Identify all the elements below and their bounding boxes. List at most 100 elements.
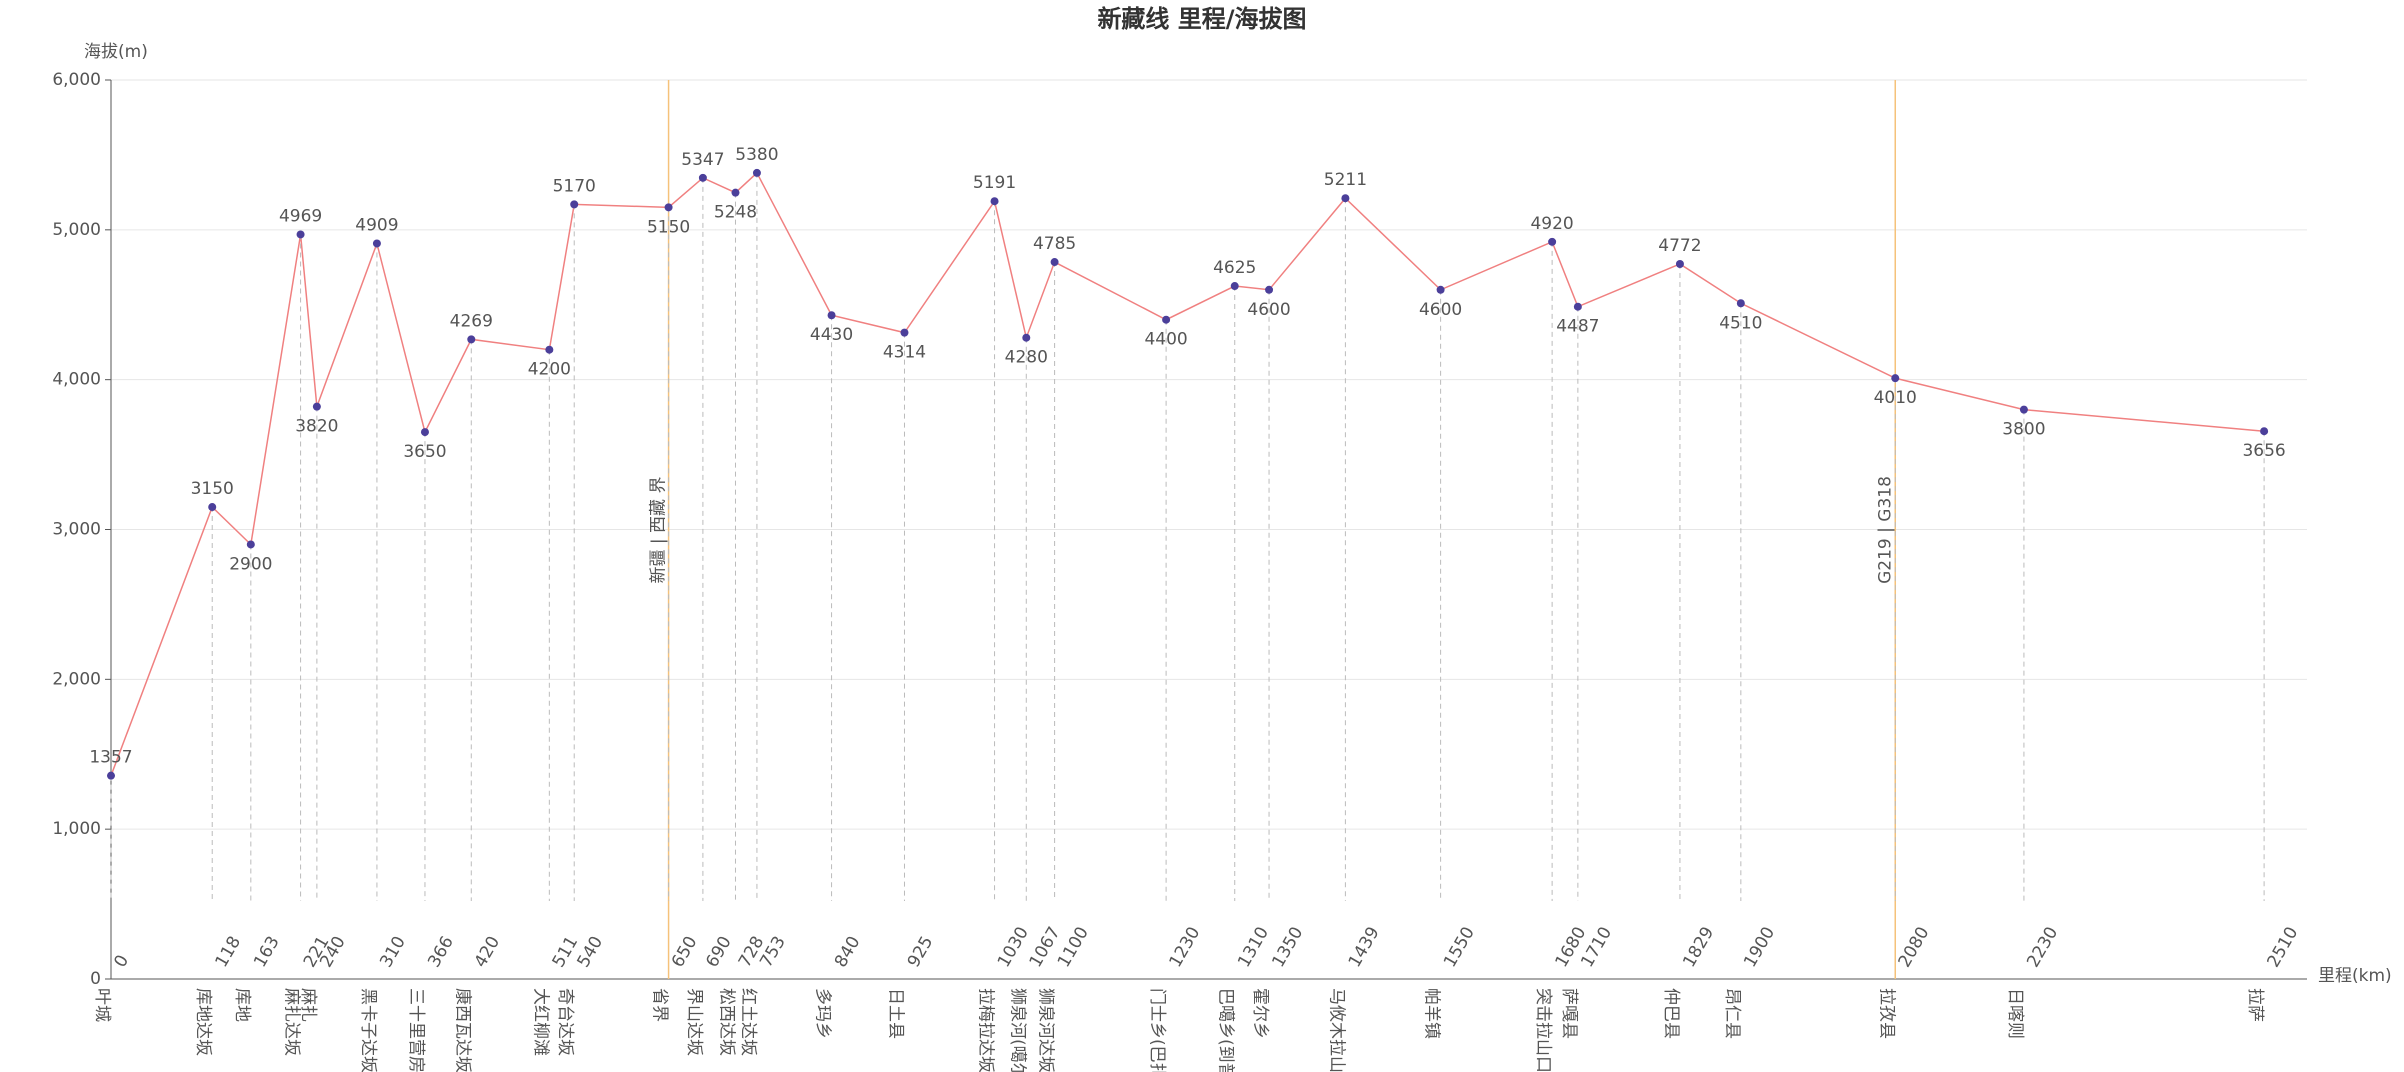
place-label: 拉孜县 <box>1876 988 1896 1039</box>
value-label: 4269 <box>450 311 493 331</box>
value-label: 4487 <box>1556 317 1599 337</box>
point <box>372 239 381 248</box>
point <box>731 188 740 197</box>
place-label: 日喀则 <box>2005 988 2025 1039</box>
point <box>664 203 673 212</box>
y-tick-label: 1,000 <box>52 819 101 839</box>
mileage-label: 1350 <box>1268 924 1307 971</box>
mileage-label: 1550 <box>1440 924 1479 971</box>
mileage-label: 2080 <box>1895 924 1934 971</box>
place-label: 拉萨 <box>2245 988 2265 1022</box>
point <box>827 311 836 320</box>
point <box>900 328 909 337</box>
place-label: 界山达坂 <box>684 988 704 1056</box>
place-label: 省界 <box>650 988 670 1022</box>
mileage-label: 310 <box>376 933 410 971</box>
place-label: 昂仁县 <box>1722 988 1742 1039</box>
mileage-label: 420 <box>471 933 505 971</box>
point <box>1230 282 1239 291</box>
point <box>246 540 255 549</box>
place-label: 狮泉河(噶尔) <box>1007 988 1027 1072</box>
place-label: 门士乡(巴扎达) <box>1147 988 1167 1072</box>
value-label: 4772 <box>1658 236 1701 256</box>
y-tick-label: 2,000 <box>52 669 101 689</box>
value-label: 4785 <box>1033 234 1076 254</box>
place-label: 霍尔乡 <box>1250 988 1270 1039</box>
y-axis-title: 海拔(m) <box>84 42 148 62</box>
value-label: 4430 <box>810 325 853 345</box>
value-label: 4920 <box>1530 214 1573 234</box>
point <box>545 345 554 354</box>
point <box>2260 427 2269 436</box>
mileage-label: 1030 <box>994 924 1033 971</box>
point <box>2019 405 2028 414</box>
value-label: 4625 <box>1213 258 1256 278</box>
mileage-label: 925 <box>904 933 938 971</box>
point <box>107 771 115 780</box>
point <box>296 230 305 239</box>
place-label: 日土县 <box>885 988 905 1039</box>
value-label: 4200 <box>528 360 571 380</box>
place-label: 仲巴县 <box>1661 988 1681 1039</box>
point <box>1891 374 1900 383</box>
mileage-label: 2510 <box>2263 924 2302 971</box>
value-label: 3650 <box>403 442 446 462</box>
place-label: 库地 <box>232 988 252 1022</box>
point <box>312 402 321 411</box>
place-label: 叶城 <box>92 988 112 1022</box>
mileage-label: 2230 <box>2023 924 2062 971</box>
point <box>208 503 217 512</box>
place-label: 红土达坂 <box>738 988 758 1056</box>
mileage-label: 690 <box>702 933 736 971</box>
mileage-label: 163 <box>250 933 284 971</box>
place-label: 奇台达坂 <box>555 988 575 1056</box>
y-tick-label: 3,000 <box>52 520 101 540</box>
place-label: 多玛乡 <box>813 988 833 1039</box>
place-label: 狮泉河达坂 <box>1036 988 1056 1072</box>
mileage-label: 1900 <box>1740 924 1779 971</box>
mileage-label: 1310 <box>1234 924 1273 971</box>
place-label: 帕羊镇 <box>1422 988 1442 1039</box>
mileage-label: 650 <box>668 933 702 971</box>
value-label: 2900 <box>229 554 272 574</box>
point <box>467 335 476 344</box>
place-label: 麻扎 <box>298 988 318 1022</box>
value-label: 3656 <box>2242 441 2285 461</box>
place-label: 马攸木拉山 <box>1326 988 1346 1072</box>
place-label: 松西达坂 <box>716 988 736 1056</box>
value-label: 3820 <box>295 417 338 437</box>
value-label: 4510 <box>1719 313 1762 333</box>
place-label: 萨嘎县 <box>1559 988 1579 1039</box>
point <box>1341 194 1350 203</box>
value-label: 4969 <box>279 206 322 226</box>
place-label: 康西瓦达坂 <box>452 988 472 1072</box>
y-tick-label: 5,000 <box>52 220 101 240</box>
mileage-label: 1439 <box>1345 924 1384 971</box>
mileage-label: 1829 <box>1679 924 1718 971</box>
point <box>1050 258 1059 267</box>
point <box>1265 285 1274 294</box>
value-label: 5211 <box>1324 170 1367 190</box>
point <box>1548 237 1557 246</box>
mileage-label: 118 <box>212 933 246 971</box>
point <box>698 173 707 182</box>
value-label: 3800 <box>2002 420 2045 440</box>
place-label: 突击拉山口 <box>1533 988 1553 1072</box>
point <box>1436 285 1445 294</box>
value-label: 4010 <box>1874 388 1917 408</box>
mileage-label: 540 <box>574 933 608 971</box>
annotation-label: 新疆 | 西藏 界 <box>649 477 669 584</box>
y-tick-label: 4,000 <box>52 370 101 390</box>
chart-title: 新藏线 里程/海拔图 <box>1097 5 1306 33</box>
value-label: 4314 <box>883 343 926 363</box>
mileage-label: 753 <box>756 933 790 971</box>
value-label: 4400 <box>1144 330 1187 350</box>
place-label: 三十里营房 <box>406 988 426 1072</box>
x-axis-title: 里程(km) <box>2318 966 2392 986</box>
mileage-label: 1230 <box>1165 924 1204 971</box>
value-label: 4600 <box>1247 300 1290 320</box>
y-tick-label: 6,000 <box>52 70 101 90</box>
point <box>752 168 761 177</box>
place-label: 拉梅拉达坂 <box>976 988 996 1072</box>
